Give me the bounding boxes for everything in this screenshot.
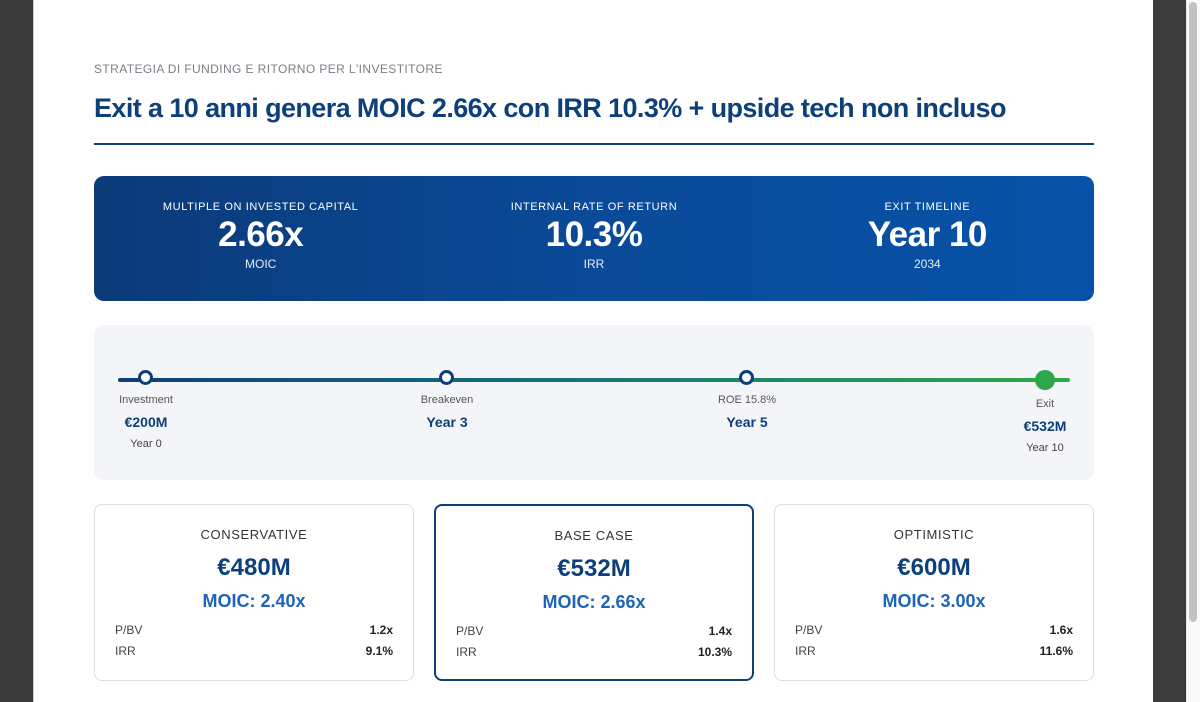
title-divider bbox=[94, 143, 1094, 145]
scrollbar[interactable] bbox=[1186, 0, 1200, 702]
milestone-investment: Investment €200M Year 0 bbox=[76, 394, 216, 450]
scenario-exit-value: €600M bbox=[897, 554, 971, 581]
row-value: 11.6% bbox=[1039, 644, 1073, 658]
scenario-row-irr: IRR 9.1% bbox=[115, 644, 393, 658]
row-value: 10.3% bbox=[697, 645, 732, 659]
row-label: IRR bbox=[456, 645, 477, 659]
kpi-exit-timeline: EXIT TIMELINE Year 10 2034 bbox=[761, 176, 1094, 301]
milestone-label: Breakeven bbox=[420, 394, 474, 406]
milestone-label: ROE 15.8% bbox=[717, 394, 777, 406]
row-value: 1.6x bbox=[1049, 623, 1073, 637]
scenario-row-irr: IRR 10.3% bbox=[456, 645, 732, 659]
scenario-moic: MOIC: 2.40x bbox=[202, 591, 306, 611]
timeline-node-investment bbox=[138, 370, 153, 385]
scenario-row-pbv: P/BV 1.2x bbox=[115, 623, 393, 637]
section-kicker: STRATEGIA DI FUNDING E RITORNO PER L'INV… bbox=[94, 62, 443, 76]
timeline-node-roe bbox=[739, 370, 754, 385]
row-value: 1.2x bbox=[369, 623, 393, 637]
milestone-label: Exit bbox=[1035, 398, 1055, 410]
scenario-exit-value: €532M bbox=[557, 555, 631, 582]
scenario-row-pbv: P/BV 1.6x bbox=[795, 623, 1073, 637]
row-value: 1.4x bbox=[708, 624, 732, 638]
row-label: P/BV bbox=[456, 624, 484, 638]
kpi-sub: 2034 bbox=[913, 257, 941, 271]
scenario-card-conservative[interactable]: CONSERVATIVE €480M MOIC: 2.40x P/BV 1.2x… bbox=[94, 504, 414, 681]
investment-timeline: Investment €200M Year 0 Breakeven Year 3… bbox=[94, 325, 1094, 480]
kpi-value: 10.3% bbox=[545, 215, 643, 254]
kpi-moic: MULTIPLE ON INVESTED CAPITAL 2.66x MOIC bbox=[94, 176, 427, 301]
row-label: IRR bbox=[115, 644, 136, 658]
kpi-irr: INTERNAL RATE OF RETURN 10.3% IRR bbox=[427, 176, 760, 301]
kpi-sub: MOIC bbox=[244, 257, 277, 271]
milestone-exit: Exit €532M Year 10 bbox=[975, 398, 1115, 454]
kpi-label: MULTIPLE ON INVESTED CAPITAL bbox=[162, 201, 359, 213]
milestone-value: €532M bbox=[1023, 418, 1067, 434]
row-label: P/BV bbox=[115, 623, 143, 637]
scenario-title: OPTIMISTIC bbox=[893, 527, 975, 542]
kpi-value: Year 10 bbox=[867, 215, 988, 254]
milestone-value: Year 5 bbox=[726, 414, 768, 430]
timeline-node-breakeven bbox=[439, 370, 454, 385]
milestone-year: Year 10 bbox=[1026, 442, 1064, 454]
scenario-exit-value: €480M bbox=[217, 554, 291, 581]
scenario-title: BASE CASE bbox=[554, 528, 634, 543]
kpi-banner: MULTIPLE ON INVESTED CAPITAL 2.66x MOIC … bbox=[94, 176, 1094, 301]
kpi-value: 2.66x bbox=[218, 215, 304, 254]
scenario-moic: MOIC: 3.00x bbox=[882, 591, 986, 611]
slide-page: STRATEGIA DI FUNDING E RITORNO PER L'INV… bbox=[33, 0, 1153, 702]
row-label: P/BV bbox=[795, 623, 823, 637]
scenario-card-optimistic[interactable]: OPTIMISTIC €600M MOIC: 3.00x P/BV 1.6x I… bbox=[774, 504, 1094, 681]
scenario-title: CONSERVATIVE bbox=[200, 527, 308, 542]
scrollbar-thumb[interactable] bbox=[1189, 2, 1197, 622]
kpi-sub: IRR bbox=[583, 257, 605, 271]
row-label: IRR bbox=[795, 644, 816, 658]
milestone-year: Year 0 bbox=[130, 438, 162, 450]
timeline-track bbox=[118, 378, 1070, 382]
scenario-row-pbv: P/BV 1.4x bbox=[456, 624, 732, 638]
page-title: Exit a 10 anni genera MOIC 2.66x con IRR… bbox=[94, 93, 1006, 123]
milestone-breakeven: Breakeven Year 3 bbox=[377, 394, 517, 430]
milestone-value: Year 3 bbox=[426, 414, 468, 430]
scenario-row-irr: IRR 11.6% bbox=[795, 644, 1073, 658]
milestone-value: €200M bbox=[124, 414, 168, 430]
milestone-roe: ROE 15.8% Year 5 bbox=[677, 394, 817, 430]
milestone-label: Investment bbox=[119, 394, 173, 406]
timeline-node-exit bbox=[1035, 370, 1055, 390]
row-value: 9.1% bbox=[365, 644, 393, 658]
kpi-label: EXIT TIMELINE bbox=[884, 201, 971, 213]
kpi-label: INTERNAL RATE OF RETURN bbox=[510, 201, 678, 213]
scenario-moic: MOIC: 2.66x bbox=[542, 592, 646, 612]
scenario-card-base-case[interactable]: BASE CASE €532M MOIC: 2.66x P/BV 1.4x IR… bbox=[434, 504, 754, 681]
